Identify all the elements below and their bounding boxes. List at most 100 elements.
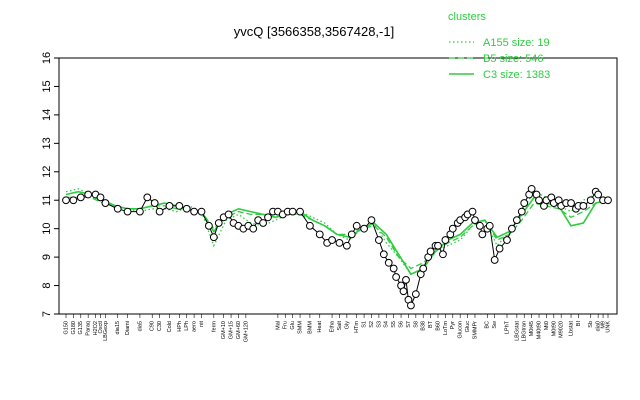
x-tick-label: BC — [485, 321, 491, 329]
x-tick-label: S4 — [384, 321, 390, 328]
gene-point — [136, 207, 144, 216]
gene-point — [335, 238, 344, 247]
x-tick-label: HTm — [354, 321, 360, 333]
gene-point — [439, 250, 447, 259]
legend-entry-label: B5 size: 546 — [483, 53, 544, 65]
gene-point — [175, 202, 184, 210]
gene-point — [389, 264, 398, 273]
x-tick-label: C90 — [150, 321, 156, 331]
x-tick-label: LBGstat — [514, 321, 520, 341]
x-tick-label: dia0 — [596, 321, 602, 331]
x-tick-label: Oxctl — [98, 321, 104, 334]
x-tick-label: aero — [192, 321, 198, 332]
x-tick-label: LPh — [184, 321, 190, 331]
x-tick-label: Pyr — [450, 321, 456, 329]
gene-point — [520, 199, 529, 207]
gene-point — [586, 196, 595, 205]
gene-point — [214, 219, 223, 227]
x-tick-label: B60 — [435, 321, 441, 331]
gene-point — [512, 216, 521, 225]
y-tick-label: 16 — [41, 52, 53, 64]
legend-entry-label: C3 size: 1383 — [483, 69, 550, 81]
x-tick-label: Paraq — [86, 321, 92, 336]
x-tick-label: H2O2 — [93, 321, 99, 335]
y-tick-label: 14 — [41, 109, 53, 121]
x-tick-label: Sb — [588, 321, 594, 328]
gene-point — [567, 199, 575, 207]
x-tick-label: C30 — [157, 321, 163, 331]
gene-point — [402, 275, 410, 284]
gene-point — [495, 244, 504, 253]
gene-point — [407, 301, 415, 310]
gene-point — [69, 196, 78, 205]
gene-point — [182, 204, 191, 213]
gene-point — [384, 258, 393, 267]
gene-point — [579, 202, 588, 210]
x-tick-label: ferm — [211, 321, 217, 332]
chart-title: yvcQ [3566358,3567428,-1] — [234, 24, 394, 39]
x-tick-label: S5 — [391, 321, 397, 328]
gene-point — [490, 256, 499, 264]
gene-point — [367, 216, 376, 225]
y-tick-label: 12 — [41, 166, 53, 178]
gene-point — [150, 199, 159, 207]
gene-point — [62, 196, 70, 205]
x-tick-label: Heat — [317, 321, 323, 333]
x-tick-label: GM+15 — [229, 321, 235, 339]
gene-point — [352, 221, 361, 230]
gene-point — [527, 184, 536, 193]
x-tick-label: S2 — [369, 321, 375, 328]
x-tick-label: M9020 — [559, 321, 565, 338]
y-tick-label: 8 — [41, 282, 53, 288]
gene-point — [347, 230, 356, 239]
x-tick-label: GM+10 — [221, 321, 227, 339]
gene-point — [517, 207, 526, 216]
x-tick-label: LBGtran — [522, 321, 528, 341]
gene-point — [123, 207, 132, 216]
gene-point — [594, 190, 603, 199]
gene-point — [296, 207, 304, 216]
y-tick-label: 13 — [41, 137, 53, 149]
gene-point — [399, 287, 408, 296]
legend: clusters A155 size: 19 B5 size: 546 C3 siz… — [448, 11, 550, 81]
points-layer — [62, 184, 612, 310]
gene-point — [419, 264, 428, 273]
gene-point — [197, 207, 206, 216]
gene-point — [328, 236, 336, 244]
x-tick-label: BI — [576, 321, 582, 327]
x-tick-label: GM+60 — [236, 321, 242, 339]
x-tick-label: UNK — [605, 321, 611, 333]
gene-point — [441, 236, 450, 244]
x-tick-label: Mt0 — [544, 321, 550, 330]
gene-point — [379, 250, 388, 259]
gene-point — [426, 247, 435, 256]
x-tick-label: LPhT — [504, 320, 510, 334]
x-tick-label: B38 — [421, 321, 427, 331]
x-tick-label: G150 — [63, 321, 69, 334]
x-tick-label: SMMPr — [472, 321, 478, 340]
gene-point — [434, 241, 442, 250]
y-tick-label: 9 — [41, 254, 53, 260]
gene-point — [224, 210, 233, 219]
x-tick-label: BMM — [307, 321, 313, 334]
x-tick-label: G180 — [71, 321, 77, 334]
x-tick-label: Gluc — [465, 321, 471, 333]
gene-point — [76, 193, 85, 202]
x-tick-label: Glu — [290, 321, 296, 330]
gene-point — [84, 190, 93, 199]
gene-point — [190, 207, 199, 216]
x-tick-label: LoTm — [443, 321, 449, 335]
x-tick-label: Diami — [125, 321, 131, 335]
x-tick-label: S7 — [406, 321, 412, 328]
x-tick-label: dia5 — [137, 321, 143, 331]
x-tick-label: Lbstat — [568, 321, 574, 336]
x-tick-label: BT — [428, 320, 434, 328]
x-tick-label: S1 — [362, 321, 368, 328]
gene-point — [468, 207, 477, 216]
x-tick-label: Etha — [330, 320, 336, 332]
gene-point — [535, 196, 543, 205]
y-axis: 7 8 9 10 11 12 13 14 15 16 — [41, 52, 60, 317]
x-tick-label: Cold — [167, 321, 173, 332]
x-tick-label: Sw — [492, 321, 498, 329]
series-layer — [65, 187, 609, 307]
